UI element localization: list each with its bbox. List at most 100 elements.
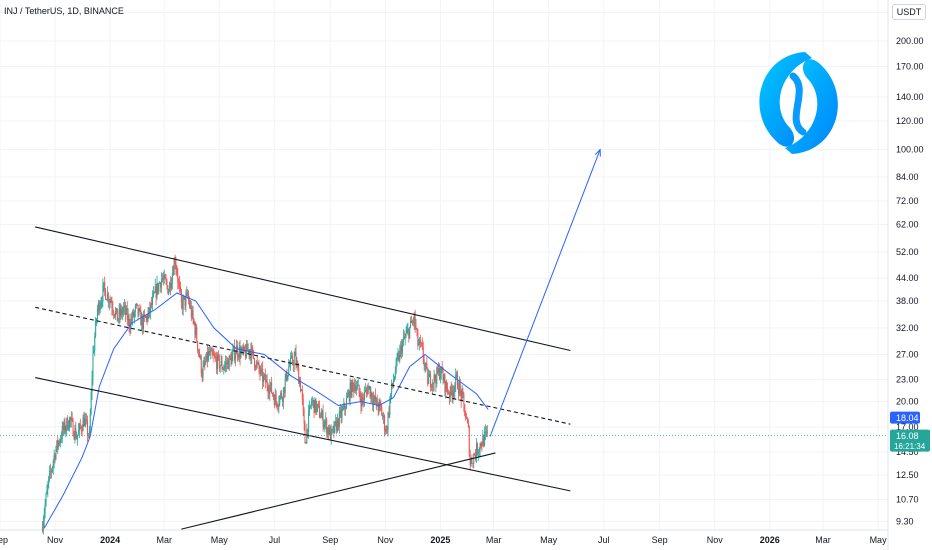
- candle-body: [481, 446, 483, 447]
- candle-body: [133, 311, 135, 317]
- candle: [308, 404, 310, 439]
- candle-body: [411, 321, 413, 323]
- candle: [124, 299, 126, 315]
- candle-body: [235, 354, 237, 360]
- candle: [431, 379, 433, 394]
- candle-body: [170, 282, 172, 289]
- candle-body: [88, 430, 90, 436]
- candle: [164, 273, 166, 280]
- candle-body: [70, 417, 72, 421]
- candle: [97, 299, 99, 316]
- candle-body: [387, 412, 389, 431]
- candle-body: [220, 360, 222, 366]
- candle: [113, 309, 115, 320]
- candle: [70, 411, 72, 428]
- candle: [210, 347, 212, 352]
- candle-body: [198, 352, 200, 358]
- candle: [398, 350, 400, 363]
- time-tick-label: Nov: [707, 535, 724, 545]
- candle-body: [276, 402, 278, 407]
- candle: [475, 448, 477, 462]
- candle: [318, 400, 320, 419]
- candle-body: [464, 404, 466, 416]
- candle-body: [118, 309, 120, 319]
- candle-body: [466, 418, 468, 423]
- candle: [279, 394, 281, 407]
- candle: [300, 376, 302, 393]
- candle: [219, 364, 221, 373]
- candle-body: [406, 330, 408, 334]
- candle: [54, 453, 56, 464]
- candle: [173, 256, 175, 276]
- candle: [81, 424, 83, 437]
- candle: [364, 383, 366, 393]
- candle: [424, 362, 426, 373]
- candle: [136, 303, 138, 307]
- candle-body: [84, 419, 86, 426]
- candle-body: [109, 300, 111, 303]
- candle-body: [320, 414, 322, 418]
- candle-body: [399, 349, 401, 361]
- candle-body: [396, 357, 398, 360]
- candle: [109, 295, 111, 309]
- candle: [385, 424, 387, 435]
- candle: [281, 389, 283, 400]
- candle: [438, 362, 440, 377]
- candle-body: [408, 329, 410, 339]
- candle: [448, 389, 450, 395]
- candle-body: [374, 396, 376, 403]
- candle: [120, 303, 122, 321]
- candle-body: [356, 385, 358, 388]
- candle-body: [321, 411, 323, 415]
- candle: [135, 302, 137, 309]
- currency-button[interactable]: USDT: [892, 4, 926, 20]
- candle-body: [279, 396, 281, 404]
- candle-body: [354, 385, 356, 391]
- candle-body: [486, 431, 488, 434]
- candle: [338, 406, 340, 434]
- candle-body: [322, 411, 324, 427]
- candle-body: [264, 374, 266, 383]
- candle-body: [252, 347, 254, 351]
- candle-body: [170, 283, 172, 289]
- candle: [375, 397, 377, 411]
- time-axis-labels: Sep Nov 2024 Mar May Jul Sep Nov 2025 Mar May Jul Se…: [0, 535, 887, 545]
- candle: [152, 290, 154, 311]
- candle-body: [327, 427, 329, 434]
- candle: [387, 411, 389, 437]
- candle: [262, 361, 264, 390]
- candle-body: [148, 307, 150, 314]
- candle: [193, 318, 195, 326]
- candle: [482, 429, 484, 447]
- candle-body: [434, 375, 436, 380]
- candle: [451, 383, 453, 403]
- price-tick-label: 200.00: [896, 36, 924, 46]
- candle-body: [337, 418, 339, 428]
- candle-body: [80, 427, 82, 431]
- candle: [418, 338, 420, 346]
- candle-body: [187, 292, 189, 296]
- candle-body: [82, 418, 84, 432]
- candle: [271, 376, 273, 394]
- candle-body: [244, 346, 246, 351]
- candle-body: [287, 375, 289, 380]
- candle: [460, 388, 462, 408]
- candle: [158, 282, 160, 294]
- candle-body: [289, 365, 291, 367]
- candle-body: [410, 320, 412, 327]
- candle-body: [392, 381, 394, 385]
- candle-body: [229, 355, 231, 358]
- candle: [207, 345, 209, 368]
- candle-body: [447, 388, 449, 393]
- candle: [68, 420, 70, 432]
- candle: [453, 385, 455, 399]
- candle: [174, 254, 176, 270]
- candle: [277, 404, 279, 412]
- candle: [347, 388, 349, 398]
- candle-body: [174, 260, 176, 264]
- candle-body: [184, 296, 186, 306]
- candle-body: [144, 316, 146, 318]
- candle: [429, 370, 431, 378]
- candle-body: [263, 374, 265, 377]
